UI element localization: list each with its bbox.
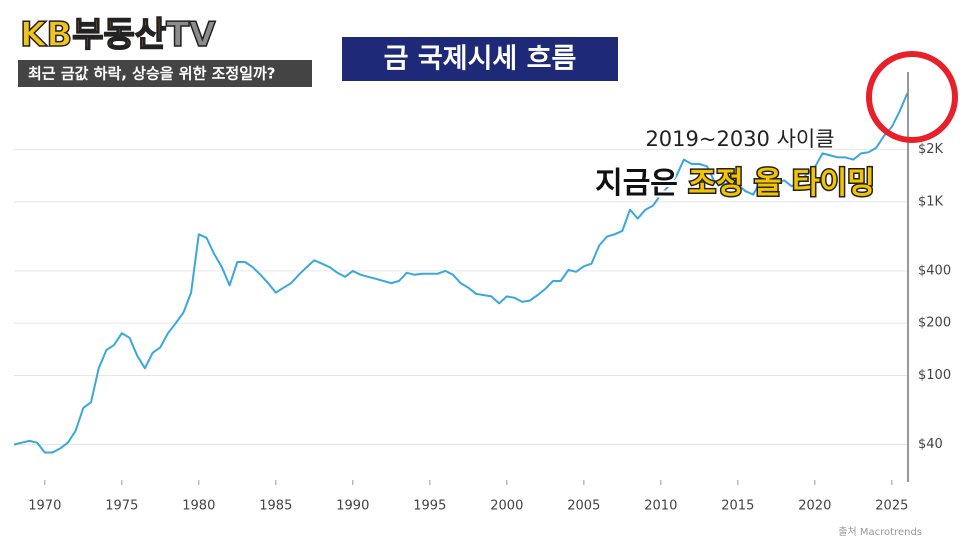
title: 금 국제시세 흐름 — [384, 44, 577, 75]
x-tick-label: 2010 — [644, 499, 677, 514]
y-tick-label: $2K — [918, 142, 944, 157]
x-tick-label: 1985 — [259, 499, 292, 514]
x-tick-label: 2000 — [490, 499, 523, 514]
y-tick-label: $40 — [918, 437, 943, 452]
annotation-highlight: 조정 올 타이밍 — [688, 166, 875, 201]
x-tick-label: 2025 — [875, 499, 908, 514]
logo-suffix: TV — [166, 15, 216, 55]
y-tick-label: $200 — [918, 316, 951, 331]
x-tick-label: 2020 — [798, 499, 831, 514]
subtitle-box — [18, 60, 312, 87]
x-tick-label: 2015 — [721, 499, 754, 514]
x-tick-label: 1980 — [182, 499, 215, 514]
annotation-plain: 지금은 — [595, 166, 678, 201]
x-tick-label: 1995 — [413, 499, 446, 514]
plot-area: $40 $100 $200 $400 $1K $2K 1970 1975 1980 1985 199… — [13, 93, 951, 514]
y-tick-label: $100 — [918, 368, 951, 383]
x-tick-label: 1970 — [28, 499, 61, 514]
source: 출처 Macrotrends — [838, 526, 922, 538]
price-line — [13, 93, 909, 454]
logo: KB부동산TV — [20, 15, 216, 55]
subtitle: 최근 금값 하락, 상승을 위한 조정일까? — [28, 65, 276, 83]
title-box — [342, 37, 618, 81]
x-tick-label: 1990 — [336, 499, 369, 514]
y-tick-label: $400 — [918, 263, 951, 278]
highlight-circle — [866, 51, 958, 143]
x-tick-label: 1975 — [105, 499, 138, 514]
annotation-line2: 지금은 조정 올 타이밍 — [595, 166, 875, 201]
annotation-line1: 2019~2030 사이클 — [645, 127, 834, 151]
x-tick-label: 2005 — [567, 499, 600, 514]
logo-main: KB부동산 — [20, 15, 166, 55]
y-tick-label: $1K — [918, 194, 944, 209]
